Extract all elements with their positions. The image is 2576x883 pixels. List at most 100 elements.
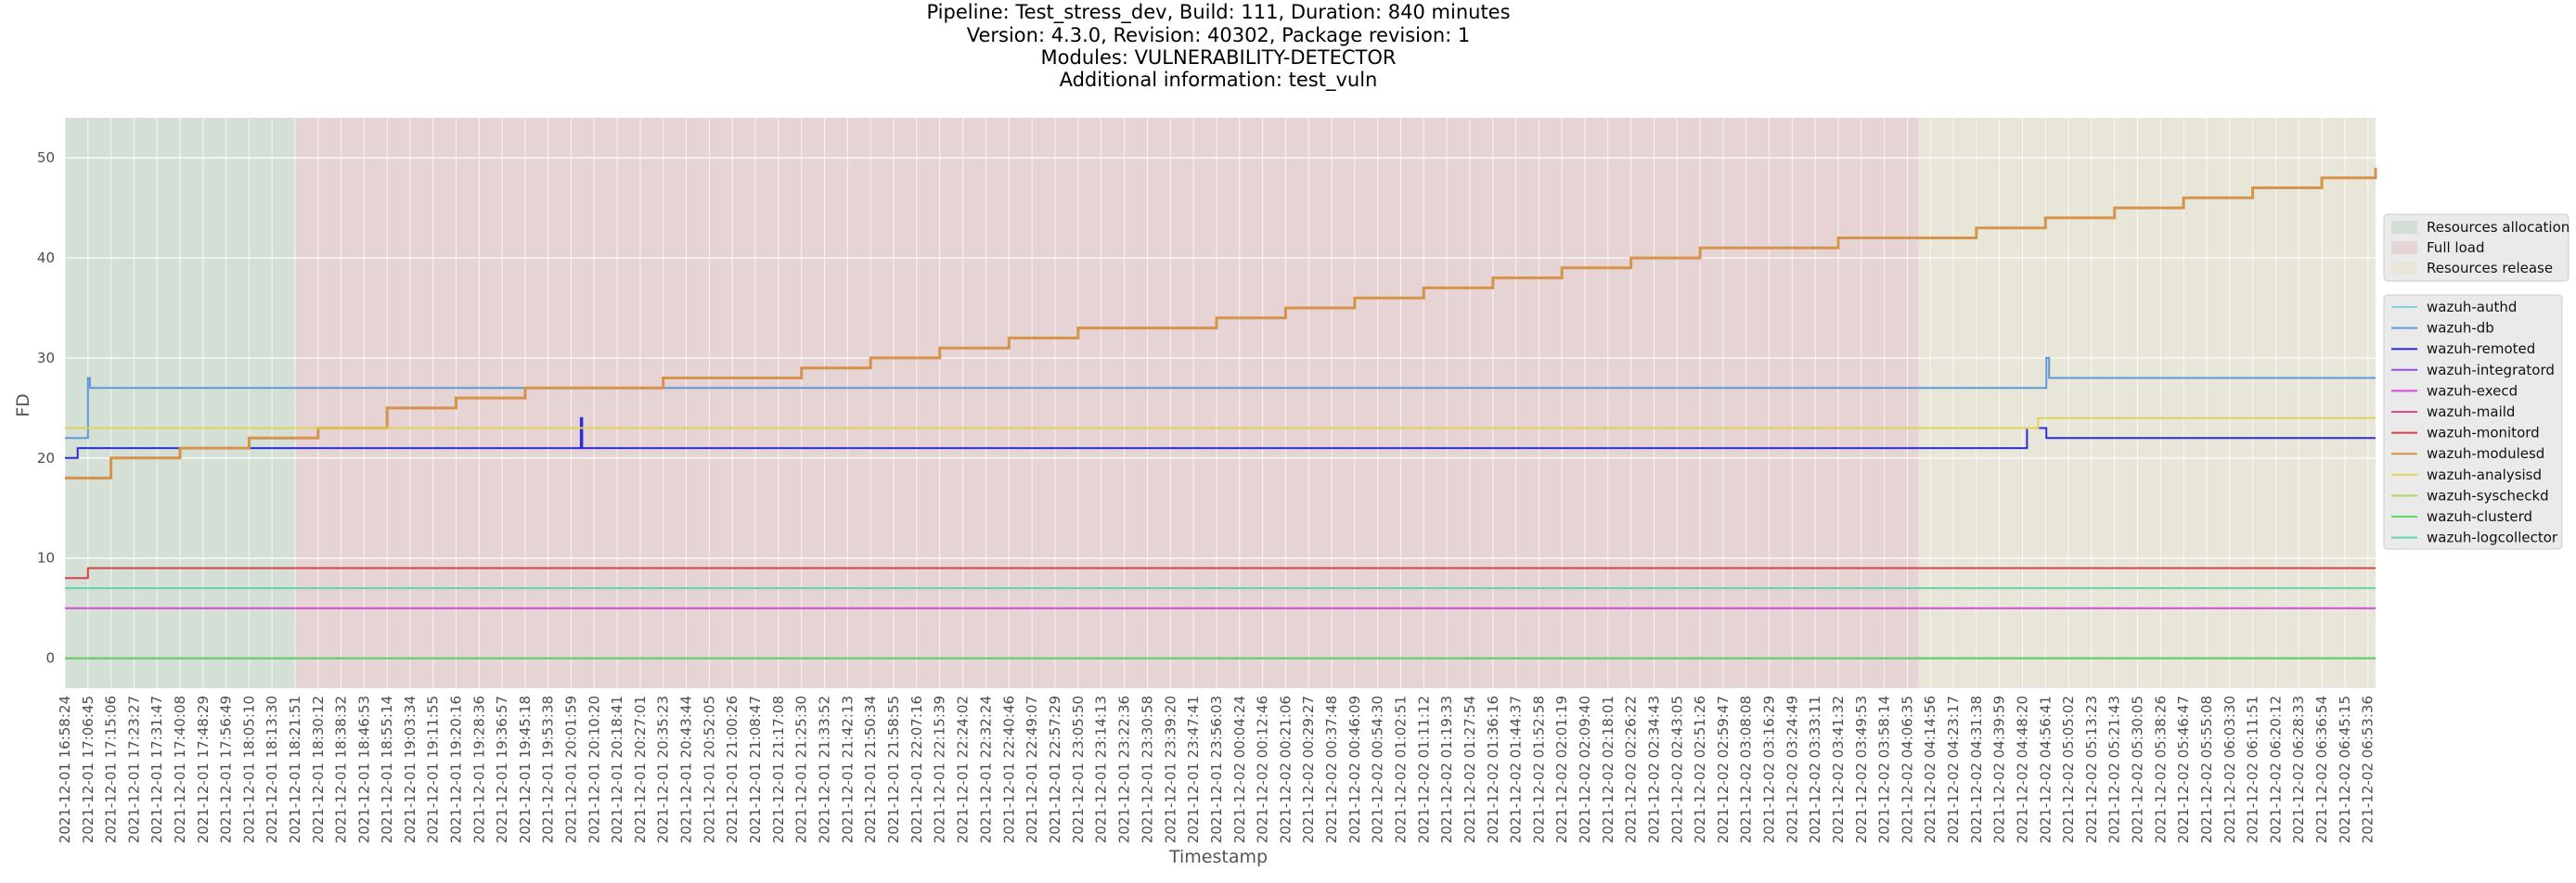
series-legend-label: wazuh-maild (2427, 403, 2515, 420)
series-legend-label: wazuh-syscheckd (2427, 487, 2549, 504)
y-tick-label: 50 (37, 149, 55, 166)
x-tick-label: 2021-12-02 04:06:35 (1899, 696, 1915, 843)
x-tick-label: 2021-12-02 02:01:19 (1553, 696, 1570, 843)
series-legend-label: wazuh-integratord (2427, 362, 2555, 378)
x-tick-label: 2021-12-01 22:24:02 (955, 696, 972, 843)
x-tick-label: 2021-12-01 23:05:50 (1070, 696, 1087, 843)
series-lines (65, 167, 2377, 659)
x-tick-label: 2021-12-01 22:07:16 (908, 696, 925, 843)
x-tick-label: 2021-12-01 17:56:49 (218, 696, 235, 843)
y-axis-ticks: 0 10 20 30 40 50 (37, 149, 55, 666)
x-tick-label: 2021-12-01 23:47:41 (1185, 696, 1202, 843)
x-tick-label: 2021-12-01 17:23:27 (125, 696, 142, 843)
x-tick-label: 2021-12-01 17:48:29 (195, 696, 212, 843)
x-tick-label: 2021-12-01 21:42:13 (839, 696, 856, 843)
x-tick-label: 2021-12-02 02:26:22 (1623, 696, 1640, 843)
x-tick-label: 2021-12-01 20:01:59 (562, 696, 579, 843)
x-tick-label: 2021-12-01 19:11:55 (425, 696, 442, 843)
x-tick-label: 2021-12-02 01:27:54 (1462, 696, 1478, 843)
x-tick-label: 2021-12-02 03:24:49 (1784, 696, 1800, 843)
series-legend-label: wazuh-db (2427, 320, 2494, 337)
x-tick-label: 2021-12-01 18:05:10 (240, 696, 257, 843)
series-line-wazuh-db (65, 356, 2376, 440)
x-tick-label: 2021-12-02 02:59:47 (1715, 696, 1732, 843)
x-tick-label: 2021-12-01 22:15:39 (932, 696, 948, 843)
x-tick-label: 2021-12-01 21:00:26 (724, 696, 741, 843)
x-tick-label: 2021-12-01 20:43:44 (678, 696, 695, 843)
x-tick-label: 2021-12-02 00:21:06 (1277, 696, 1294, 843)
series-line-wazuh-monitord (65, 567, 2376, 580)
x-tick-label: 2021-12-01 19:45:18 (517, 696, 534, 843)
phase-band-full-load (294, 118, 1919, 688)
phase-legend-swatch-resources-allocation (2391, 221, 2417, 234)
x-tick-label: 2021-12-01 22:40:46 (1000, 696, 1017, 843)
x-tick-label: 2021-12-02 05:05:02 (2060, 696, 2077, 843)
series-line-wazuh-modulesd (65, 167, 2377, 480)
series-legend-label: wazuh-execd (2427, 382, 2518, 399)
x-tick-label: 2021-12-02 00:37:48 (1323, 696, 1340, 843)
x-tick-label: 2021-12-02 05:55:08 (2198, 696, 2215, 843)
x-tick-label: 2021-12-02 00:12:46 (1255, 696, 1271, 843)
x-tick-label: 2021-12-01 19:03:34 (402, 696, 419, 843)
title-line-3: Modules: VULNERABILITY-DETECTOR (1041, 46, 1397, 69)
x-tick-label: 2021-12-01 18:46:53 (355, 696, 372, 843)
x-tick-label: 2021-12-02 00:54:30 (1370, 696, 1386, 843)
x-tick-label: 2021-12-02 00:29:27 (1300, 696, 1317, 843)
x-tick-label: 2021-12-02 03:16:29 (1761, 696, 1778, 843)
x-tick-label: 2021-12-01 21:33:52 (817, 696, 833, 843)
x-tick-label: 2021-12-02 06:11:51 (2245, 696, 2261, 843)
x-tick-label: 2021-12-01 17:06:45 (80, 696, 97, 843)
title-line-4: Additional information: test_vuln (1060, 69, 1378, 92)
series-legend-label: wazuh-analysisd (2427, 467, 2542, 483)
x-tick-label: 2021-12-02 03:49:53 (1853, 696, 1870, 843)
y-tick-label: 30 (37, 350, 55, 366)
x-tick-label: 2021-12-01 16:58:24 (57, 696, 73, 843)
x-tick-label: 2021-12-02 03:08:08 (1738, 696, 1755, 843)
phase-legend-label: Resources release (2427, 260, 2553, 276)
x-tick-label: 2021-12-01 19:28:36 (470, 696, 487, 843)
x-tick-label: 2021-12-01 19:20:16 (448, 696, 465, 843)
x-tick-label: 2021-12-02 05:38:26 (2152, 696, 2169, 843)
x-tick-label: 2021-12-02 02:18:01 (1600, 696, 1616, 843)
x-tick-label: 2021-12-01 21:17:08 (770, 696, 787, 843)
x-tick-label: 2021-12-01 20:35:23 (655, 696, 672, 843)
title-line-1: Pipeline: Test_stress_dev, Build: 111, D… (926, 1, 1510, 24)
series-legend-label: wazuh-monitord (2427, 425, 2540, 442)
y-tick-label: 0 (45, 650, 55, 667)
x-tick-label: 2021-12-02 06:03:30 (2222, 696, 2238, 843)
x-tick-label: 2021-12-02 06:28:33 (2290, 696, 2307, 843)
x-tick-label: 2021-12-01 21:58:55 (885, 696, 902, 843)
x-tick-label: 2021-12-01 20:27:01 (632, 696, 649, 843)
title-line-2: Version: 4.3.0, Revision: 40302, Package… (967, 24, 1471, 46)
series-legend-label: wazuh-logcollector (2427, 530, 2558, 546)
x-tick-label: 2021-12-02 02:09:40 (1577, 696, 1593, 843)
x-tick-label: 2021-12-02 06:36:54 (2313, 696, 2330, 843)
x-axis-ticks: 2021-12-01 16:58:24 2021-12-01 17:06:45 20… (57, 696, 2376, 843)
x-tick-label: 2021-12-01 22:49:07 (1024, 696, 1040, 843)
series-legend-box (2383, 294, 2563, 550)
x-tick-label: 2021-12-01 19:36:57 (494, 696, 510, 843)
x-tick-label: 2021-12-02 02:34:43 (1645, 696, 1662, 843)
phase-bands (65, 118, 2376, 688)
phase-legend-swatch-full-load (2391, 241, 2417, 254)
x-tick-label: 2021-12-02 02:43:05 (1668, 696, 1685, 843)
series-legend-label: wazuh-authd (2427, 299, 2517, 315)
x-tick-label: 2021-12-02 04:48:20 (2014, 696, 2030, 843)
series-legend-label: wazuh-remoted (2427, 340, 2535, 357)
x-tick-label: 2021-12-02 02:51:26 (1692, 696, 1708, 843)
x-tick-label: 2021-12-02 05:30:05 (2130, 696, 2146, 843)
x-tick-label: 2021-12-01 20:52:05 (701, 696, 717, 843)
series-legend: wazuh-authd wazuh-db wazuh-remoted wazuh-in… (2383, 294, 2563, 550)
series-legend-label: wazuh-clusterd (2427, 508, 2532, 525)
x-tick-label: 2021-12-02 06:45:15 (2337, 696, 2353, 843)
x-tick-label: 2021-12-02 04:31:38 (1968, 696, 1985, 843)
phase-legend: Resources allocation Full load Resources r… (2383, 213, 2570, 282)
x-tick-label: 2021-12-02 01:19:33 (1438, 696, 1455, 843)
chart-title: Pipeline: Test_stress_dev, Build: 111, D… (926, 1, 1510, 92)
x-tick-label: 2021-12-01 23:56:03 (1208, 696, 1225, 843)
x-tick-label: 2021-12-01 18:38:32 (333, 696, 350, 843)
x-tick-label: 2021-12-01 23:30:58 (1139, 696, 1155, 843)
x-tick-label: 2021-12-01 18:21:51 (287, 696, 303, 843)
x-tick-label: 2021-12-01 21:25:30 (793, 696, 810, 843)
